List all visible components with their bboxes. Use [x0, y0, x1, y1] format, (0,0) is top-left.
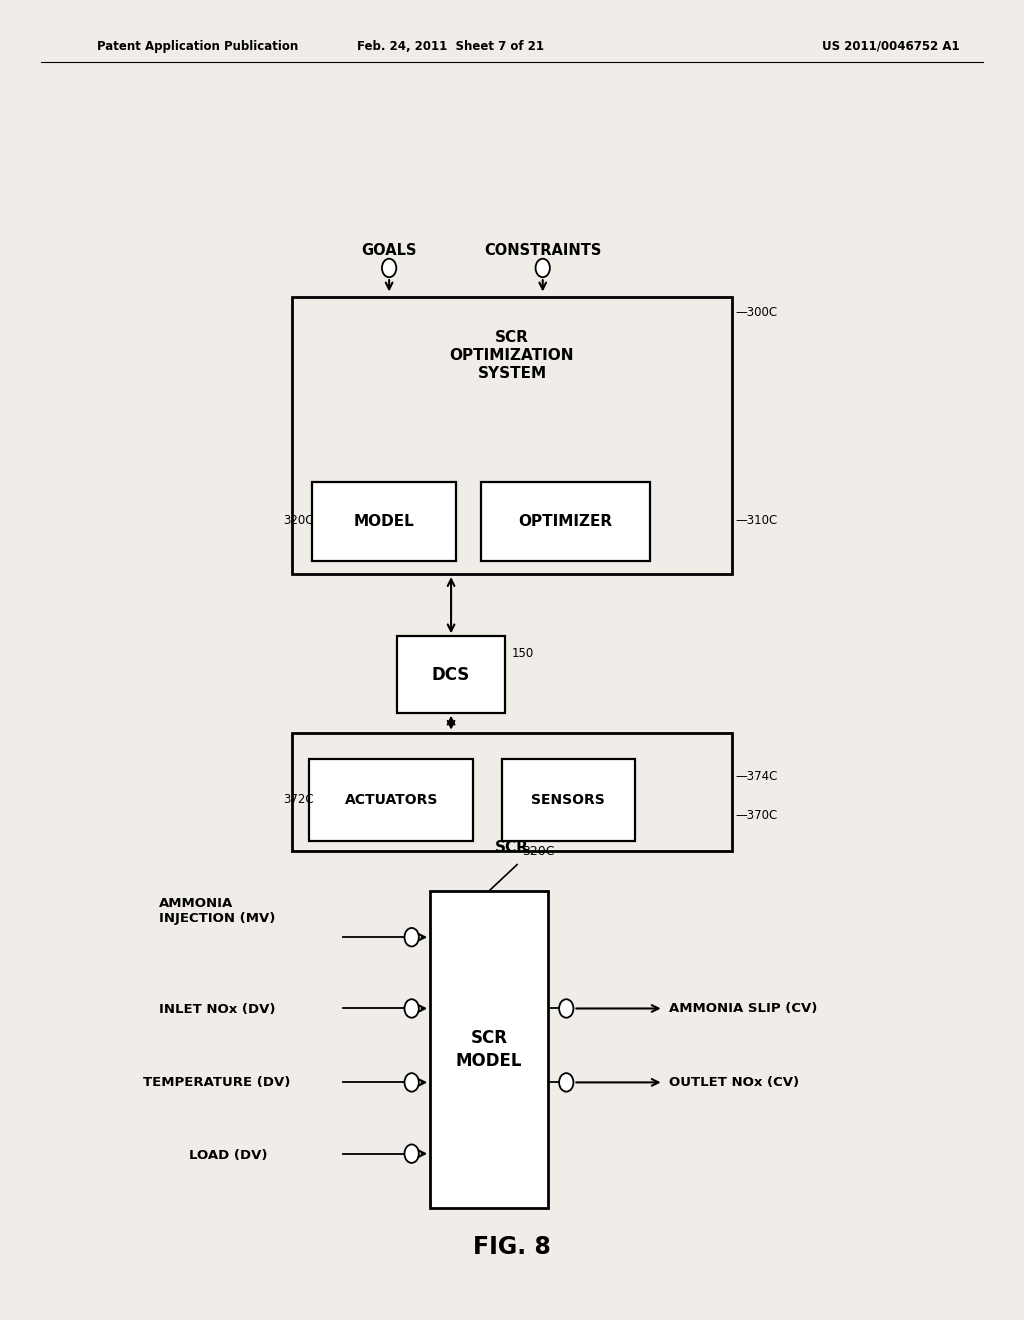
Text: OPTIMIZER: OPTIMIZER: [519, 513, 612, 529]
Text: SCR
OPTIMIZATION
SYSTEM: SCR OPTIMIZATION SYSTEM: [450, 330, 574, 381]
Circle shape: [404, 1144, 419, 1163]
Bar: [309, 759, 473, 841]
Text: 372C: 372C: [283, 793, 313, 807]
Text: SENSORS: SENSORS: [531, 793, 605, 807]
Text: —374C: —374C: [735, 770, 777, 783]
Text: AMMONIA
INJECTION (MV): AMMONIA INJECTION (MV): [159, 896, 275, 925]
Text: MODEL: MODEL: [353, 513, 415, 529]
Text: INLET NOx (DV): INLET NOx (DV): [159, 1003, 275, 1016]
Text: Feb. 24, 2011  Sheet 7 of 21: Feb. 24, 2011 Sheet 7 of 21: [357, 40, 544, 53]
Bar: [502, 759, 635, 841]
Text: LOAD (DV): LOAD (DV): [189, 1148, 268, 1162]
Circle shape: [404, 928, 419, 946]
Text: US 2011/0046752 A1: US 2011/0046752 A1: [822, 40, 959, 53]
Text: 320C: 320C: [283, 513, 313, 527]
Text: GOALS: GOALS: [361, 243, 417, 259]
Text: TEMPERATURE (DV): TEMPERATURE (DV): [143, 1076, 291, 1089]
Text: SCR
MODEL: SCR MODEL: [456, 1030, 522, 1069]
Circle shape: [404, 1073, 419, 1092]
Text: DCS: DCS: [432, 665, 470, 684]
Text: —300C: —300C: [735, 306, 777, 319]
Text: OUTLET NOx (CV): OUTLET NOx (CV): [669, 1076, 799, 1089]
Text: —310C: —310C: [735, 513, 777, 527]
Text: FIG. 8: FIG. 8: [473, 1236, 551, 1259]
Text: Patent Application Publication: Patent Application Publication: [97, 40, 299, 53]
Circle shape: [382, 259, 396, 277]
Text: SCR: SCR: [495, 840, 529, 855]
Circle shape: [559, 1073, 573, 1092]
Text: ACTUATORS: ACTUATORS: [344, 793, 438, 807]
Bar: [397, 636, 505, 713]
Circle shape: [404, 999, 419, 1018]
Text: 150: 150: [512, 647, 535, 660]
Text: CONSTRAINTS: CONSTRAINTS: [484, 243, 601, 259]
Bar: [481, 482, 650, 561]
Text: AMMONIA SLIP (CV): AMMONIA SLIP (CV): [669, 1002, 817, 1015]
Text: FIG. 7: FIG. 7: [473, 906, 551, 929]
Text: 320C: 320C: [522, 845, 555, 858]
Circle shape: [559, 999, 573, 1018]
Bar: [292, 733, 732, 851]
Circle shape: [536, 259, 550, 277]
Bar: [292, 297, 732, 574]
Bar: [430, 891, 548, 1208]
Text: —370C: —370C: [735, 809, 777, 822]
Bar: [312, 482, 456, 561]
